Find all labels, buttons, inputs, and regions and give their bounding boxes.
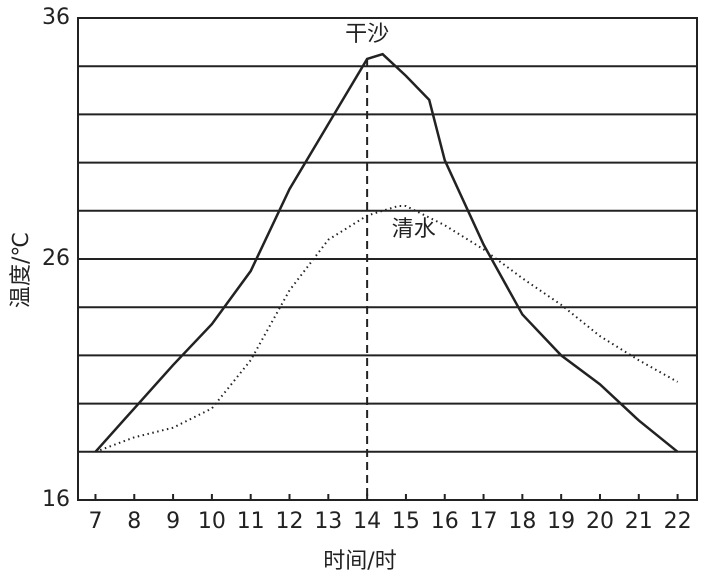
x-tick-label: 9	[166, 509, 180, 534]
y-tick-label: 26	[42, 246, 70, 271]
x-axis-label: 时间/时	[323, 549, 396, 574]
x-tick-label: 7	[88, 509, 102, 534]
x-tick-label: 10	[198, 509, 226, 534]
x-tick-label: 17	[470, 509, 498, 534]
x-tick-label: 8	[127, 509, 141, 534]
series-label: 清水	[392, 217, 436, 242]
y-axis-label: 温度/℃	[9, 232, 34, 308]
series-line	[94, 52, 679, 453]
x-tick-label: 12	[276, 509, 304, 534]
x-tick-label: 15	[392, 509, 420, 534]
x-tick-label: 21	[625, 509, 653, 534]
x-tick-label: 22	[664, 509, 692, 534]
x-tick-label: 11	[237, 509, 265, 534]
series-line	[95, 204, 679, 453]
y-tick-label: 36	[42, 5, 70, 30]
y-tick-label: 16	[42, 487, 70, 512]
x-tick-label: 16	[431, 509, 459, 534]
x-tick-label: 18	[508, 509, 536, 534]
x-tick-label: 14	[353, 509, 381, 534]
x-tick-label: 13	[314, 509, 342, 534]
x-tick-label: 19	[547, 509, 575, 534]
series-label: 干沙	[345, 22, 389, 47]
x-tick-label: 20	[586, 509, 614, 534]
